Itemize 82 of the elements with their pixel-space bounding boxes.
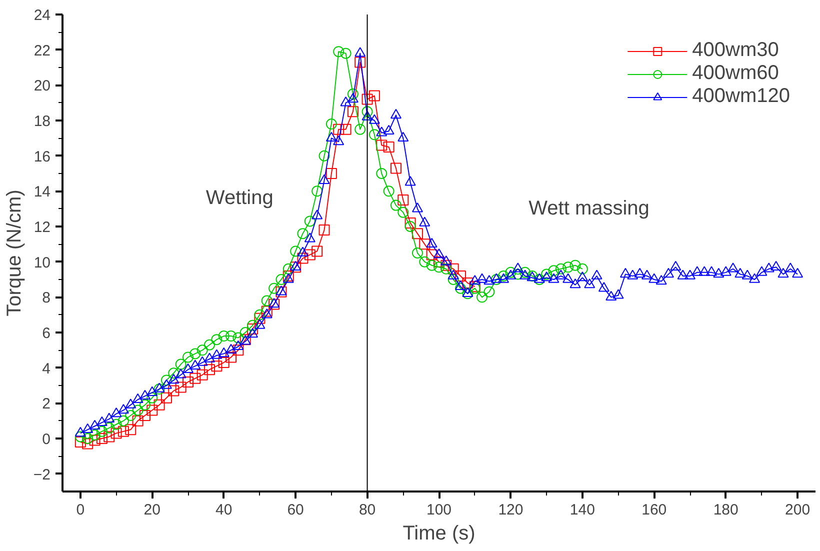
- point: [261, 306, 272, 317]
- point: [168, 385, 180, 396]
- y-tick-label: 16: [34, 148, 51, 166]
- point: [211, 360, 222, 372]
- point: [347, 106, 358, 118]
- legend-label: 400wm60: [692, 62, 779, 85]
- point: [398, 194, 409, 206]
- point: [426, 249, 438, 260]
- point: [139, 410, 150, 422]
- x-tick-label: 60: [287, 502, 304, 518]
- y-tick-label: 14: [34, 184, 51, 201]
- point: [455, 270, 466, 282]
- y-tick-label: 22: [34, 42, 51, 60]
- y-tick-label: 6: [42, 325, 50, 342]
- y-tick-label: −2: [33, 466, 51, 484]
- x-tick-label: 100: [426, 502, 452, 518]
- y-tick-label: 2: [42, 396, 50, 413]
- x-tick-label: 180: [713, 502, 738, 518]
- point: [390, 162, 402, 174]
- x-tick-label: 0: [76, 502, 85, 518]
- point: [304, 249, 316, 260]
- x-tick-label: 160: [642, 502, 667, 518]
- point: [89, 434, 100, 446]
- y-tick-label: 18: [34, 113, 51, 130]
- point: [419, 238, 430, 250]
- x-tick-label: 120: [498, 502, 524, 518]
- y-tick-label: 4: [42, 360, 50, 378]
- x-tick-label: 80: [358, 502, 376, 518]
- y-tick-label: 8: [42, 290, 50, 307]
- point: [125, 424, 136, 436]
- point: [412, 228, 423, 240]
- point: [383, 142, 394, 152]
- point: [340, 124, 352, 135]
- point: [218, 357, 230, 368]
- y-tick-label: 24: [34, 7, 51, 24]
- point: [404, 217, 416, 228]
- point: [326, 168, 337, 179]
- y-tick-label: 10: [34, 254, 51, 272]
- point: [354, 56, 366, 68]
- point: [154, 399, 165, 410]
- point: [132, 415, 144, 426]
- point: [118, 426, 129, 437]
- point: [318, 224, 330, 236]
- y-axis-title: Torque (N/cm): [3, 190, 26, 316]
- point: [448, 263, 459, 274]
- point: [104, 431, 115, 442]
- point: [247, 323, 258, 334]
- point: [74, 436, 86, 448]
- point: [462, 278, 474, 289]
- point: [376, 140, 388, 151]
- y-tick-label: 20: [34, 78, 51, 95]
- point: [182, 376, 194, 388]
- point: [226, 352, 237, 363]
- point: [312, 246, 323, 257]
- point: [333, 124, 344, 135]
- point: [110, 428, 122, 439]
- point: [190, 372, 201, 384]
- point: [368, 90, 380, 102]
- annotation: Wett massing: [528, 197, 650, 220]
- point: [362, 94, 373, 105]
- point: [175, 382, 186, 393]
- point: [297, 252, 308, 264]
- annotation: Wetting: [206, 186, 274, 209]
- y-tick-label: 0: [42, 431, 50, 448]
- point: [96, 433, 108, 444]
- point: [82, 438, 94, 450]
- point: [204, 364, 216, 376]
- x-tick-label: 40: [216, 502, 232, 518]
- x-tick-label: 140: [570, 502, 595, 518]
- point: [160, 392, 172, 404]
- legend-label: 400wm120: [692, 85, 790, 108]
- point: [146, 404, 158, 416]
- x-axis-title: Time (s): [402, 522, 476, 544]
- x-tick-label: 20: [144, 502, 160, 518]
- y-tick-label: 12: [34, 219, 51, 236]
- point: [282, 270, 294, 282]
- point: [196, 369, 208, 380]
- legend-label: 400wm30: [692, 39, 779, 62]
- point: [232, 344, 244, 356]
- point: [254, 312, 266, 324]
- x-tick-label: 200: [785, 502, 810, 518]
- point: [440, 260, 452, 271]
